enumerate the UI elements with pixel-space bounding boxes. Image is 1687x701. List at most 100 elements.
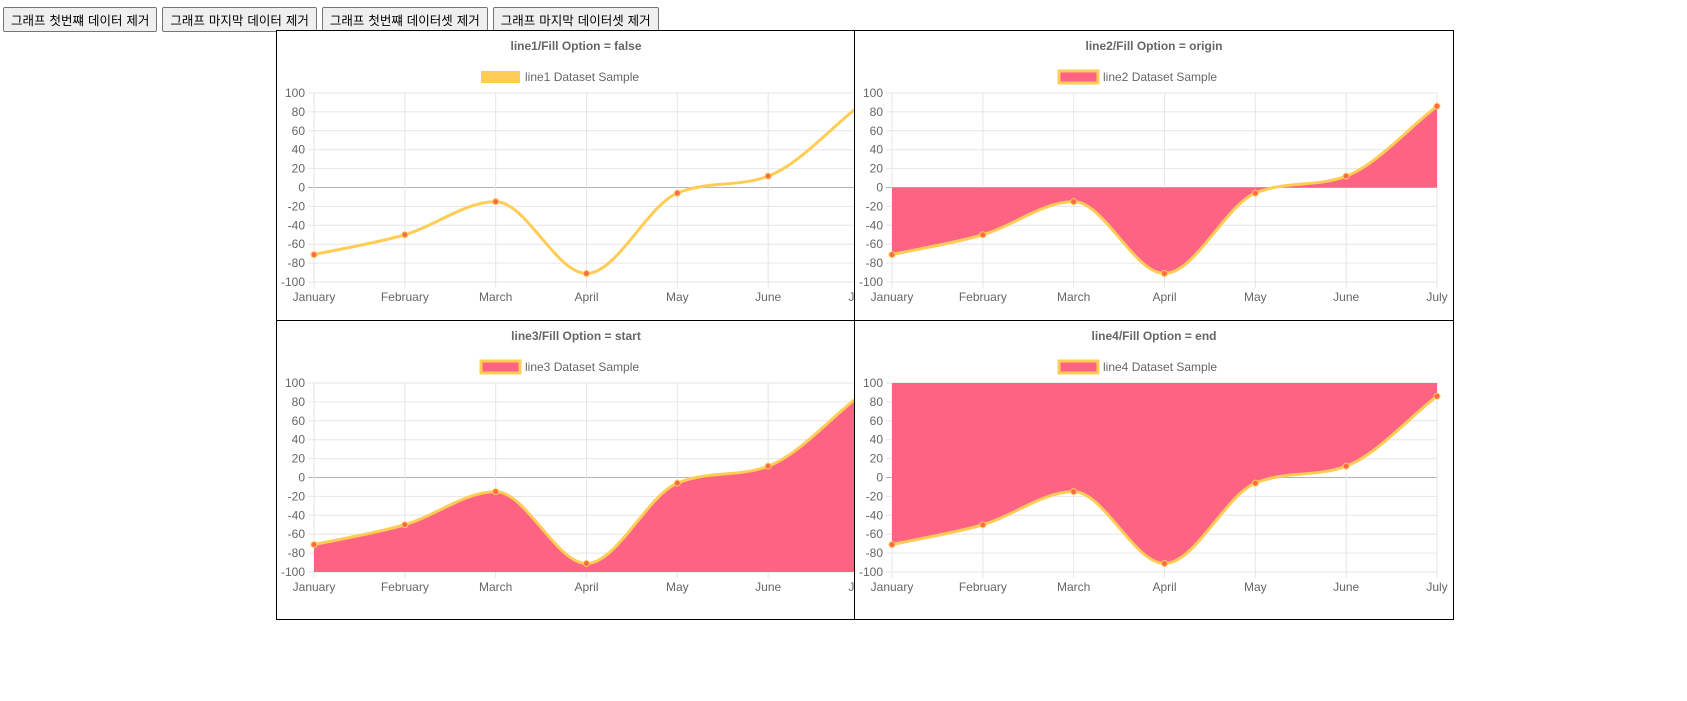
data-point-february [401,231,409,239]
legend-label: line3 Dataset Sample [525,360,639,374]
data-point-june [1342,172,1350,180]
y-tick-label: 20 [292,162,306,176]
data-point-june [764,462,772,470]
data-point-february [979,521,987,529]
series-area [892,106,1437,274]
y-tick-label: 0 [876,181,883,195]
x-tick-label: June [755,580,781,594]
y-tick-label: 40 [870,143,884,157]
x-tick-label: April [1152,580,1176,594]
x-tick-label: March [1057,580,1090,594]
toolbar: 그래프 첫번쨰 데이터 제거 그래프 마지막 데이터 제거 그래프 첫번쨰 데이… [3,7,659,32]
y-tick-label: -20 [288,489,306,503]
y-tick-label: 60 [870,414,884,428]
data-point-may [1251,189,1259,197]
x-tick-label: May [666,580,689,594]
y-tick-label: 0 [298,471,305,485]
y-tick-label: 40 [292,433,306,447]
legend: line4 Dataset Sample [1057,359,1217,375]
y-tick-label: -80 [866,546,884,560]
data-point-april [583,269,590,277]
y-tick-label: 100 [863,86,883,100]
x-tick-label: June [1333,290,1359,304]
y-tick-label: -80 [288,546,306,560]
chart-line1-canvas: line1/Fill Option = false line1 Dataset S… [281,39,870,304]
legend-swatch [1057,359,1100,375]
y-tick-label: 100 [285,376,305,390]
chart-line2-canvas: line2/Fill Option = origin line2 Dataset … [859,39,1448,304]
data-point-may [673,189,681,197]
x-tick-label: February [959,580,1007,594]
y-tick-label: -100 [281,275,305,289]
y-tick-label: -80 [288,256,306,270]
data-point-may [1251,479,1259,487]
series-area [892,383,1437,564]
data-point-january [310,251,318,259]
data-point-february [979,231,987,239]
remove-last-dataset-button[interactable]: 그래프 마지막 데이터셋 제거 [492,7,659,32]
x-tick-label: February [381,580,429,594]
y-tick-label: 40 [292,143,306,157]
y-tick-label: 100 [863,376,883,390]
y-tick-label: 80 [870,395,884,409]
x-tick-label: January [871,290,914,304]
x-tick-label: May [666,290,689,304]
x-tick-label: March [1057,290,1090,304]
data-point-may [673,479,681,487]
data-point-january [888,251,896,259]
y-tick-label: -100 [281,565,305,579]
legend-label: line2 Dataset Sample [1103,70,1217,84]
x-tick-label: January [293,580,336,594]
legend-label: line1 Dataset Sample [525,70,639,84]
data-point-february [401,521,409,529]
chart-line4: line4/Fill Option = end line4 Dataset Sam… [854,320,1454,620]
y-tick-label: 0 [876,471,883,485]
x-tick-label: March [479,290,512,304]
y-tick-label: -20 [866,489,884,503]
x-tick-label: May [1244,290,1267,304]
x-tick-label: June [1333,580,1359,594]
data-point-january [310,541,318,549]
data-point-march [492,488,500,496]
remove-first-data-button[interactable]: 그래프 첫번쨰 데이터 제거 [3,7,158,32]
x-tick-label: February [381,290,429,304]
chart-line3-canvas: line3/Fill Option = start line3 Dataset S… [281,329,870,594]
y-tick-label: -100 [859,565,883,579]
y-tick-label: -80 [866,256,884,270]
x-tick-label: April [574,580,598,594]
y-tick-label: 20 [870,452,884,466]
y-tick-label: 80 [292,105,306,119]
y-tick-label: -40 [866,508,884,522]
data-point-july [1433,392,1441,400]
legend: line1 Dataset Sample [481,70,639,84]
grid [308,92,860,288]
remove-last-data-button[interactable]: 그래프 마지막 데이터 제거 [162,7,317,32]
chart-title: line3/Fill Option = start [511,329,641,343]
chart-title: line4/Fill Option = end [1091,329,1216,343]
data-point-june [764,172,772,180]
remove-first-dataset-button[interactable]: 그래프 첫번쨰 데이터셋 제거 [321,7,488,32]
series-area [314,396,859,572]
x-tick-label: April [574,290,598,304]
data-point-april [1161,559,1168,567]
y-tick-label: 60 [292,414,306,428]
y-tick-label: -60 [866,237,884,251]
x-tick-label: January [293,290,336,304]
data-point-june [1342,462,1350,470]
x-tick-label: January [871,580,914,594]
y-tick-label: 80 [292,395,306,409]
chart-title: line1/Fill Option = false [510,39,641,53]
y-tick-label: -100 [859,275,883,289]
y-tick-label: -60 [866,527,884,541]
chart-line4-canvas: line4/Fill Option = end line4 Dataset Sam… [859,329,1448,594]
x-tick-label: July [1426,290,1447,304]
y-tick-label: -40 [288,508,306,522]
data-point-march [1070,198,1078,206]
x-tick-label: February [959,290,1007,304]
data-point-march [1070,488,1078,496]
legend-swatch [1057,69,1100,85]
y-tick-label: 80 [870,105,884,119]
x-tick-label: April [1152,290,1176,304]
y-tick-label: 100 [285,86,305,100]
chart-title: line2/Fill Option = origin [1085,39,1222,53]
